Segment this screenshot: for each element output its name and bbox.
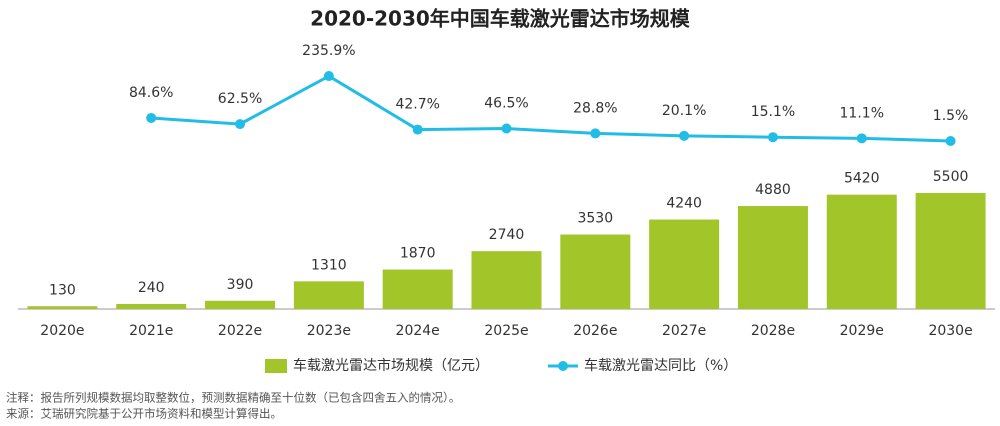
x-tick-label: 2026e — [573, 323, 617, 339]
bar-label: 240 — [138, 280, 165, 296]
line-point — [412, 124, 423, 135]
bar-label: 2740 — [489, 227, 525, 243]
bar-label: 4240 — [666, 196, 702, 212]
line-point — [235, 119, 246, 130]
x-tick-label: 2023e — [307, 323, 351, 339]
line-label: 28.8% — [573, 100, 617, 116]
line-label: 42.7% — [395, 97, 439, 113]
bar — [471, 251, 542, 309]
x-tick-label: 2025e — [484, 323, 528, 339]
line-point — [856, 133, 867, 144]
line-label: 46.5% — [484, 96, 528, 112]
line-point — [945, 135, 956, 146]
bar-label: 390 — [227, 277, 254, 293]
bar — [382, 269, 453, 309]
bar-label: 3530 — [577, 211, 613, 227]
line — [151, 74, 951, 143]
bar — [915, 192, 986, 309]
legend-label: 车载激光雷达市场规模（亿元） — [293, 357, 489, 374]
line-point — [501, 123, 512, 134]
bar — [27, 306, 98, 309]
bar — [293, 281, 364, 309]
x-tick-label: 2022e — [218, 323, 262, 339]
x-tick-label: 2024e — [396, 323, 440, 339]
line-label: 62.5% — [218, 91, 262, 107]
x-tick-label: 2028e — [751, 323, 795, 339]
line-point — [146, 112, 157, 123]
line-label: 20.1% — [662, 103, 706, 119]
legend-swatch — [558, 361, 568, 371]
footnote: 来源：艾瑞研究院基于公开市场资料和模型计算得出。 — [6, 407, 282, 421]
x-tick-label: 2027e — [662, 323, 706, 339]
x-tick-label: 2020e — [40, 323, 84, 339]
line-label: 15.1% — [751, 104, 795, 120]
bar-label: 1310 — [311, 257, 347, 273]
line-label: 235.9% — [302, 43, 355, 59]
bar-label: 5420 — [844, 171, 880, 187]
x-tick-label: 2029e — [840, 323, 884, 339]
line-label: 1.5% — [933, 108, 969, 124]
x-tick-label: 2030e — [928, 323, 972, 339]
line-label: 11.1% — [840, 105, 884, 121]
bar — [649, 219, 720, 309]
legend-label: 车载激光雷达同比（%） — [584, 357, 737, 374]
bar-label: 5500 — [933, 169, 969, 185]
bar-label: 4880 — [755, 182, 791, 198]
chart-title: 2020-2030年中国车载激光雷达市场规模 — [310, 7, 691, 31]
legend-swatch — [265, 359, 287, 373]
line-point — [323, 71, 334, 82]
bar — [826, 194, 897, 309]
line-point — [679, 130, 690, 141]
bar-label: 1870 — [400, 246, 436, 262]
line-label: 84.6% — [129, 85, 173, 101]
line-point — [590, 128, 601, 139]
x-tick-label: 2021e — [129, 323, 173, 339]
bar — [205, 300, 276, 309]
bar — [560, 234, 631, 309]
footnote: 注释：报告所列规模数据均取整数位，预测数据精确至十位数（已包含四舍五入的情况）。 — [6, 391, 460, 405]
line-point — [767, 132, 778, 143]
bar — [737, 206, 808, 309]
bar-label: 130 — [49, 282, 76, 298]
bar — [116, 303, 187, 309]
